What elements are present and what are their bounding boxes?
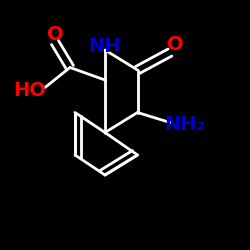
Text: NH: NH (89, 37, 121, 56)
Text: O: O (167, 36, 183, 54)
Text: HO: HO (14, 80, 46, 100)
Text: O: O (47, 26, 63, 44)
Text: NH₂: NH₂ (164, 116, 205, 134)
